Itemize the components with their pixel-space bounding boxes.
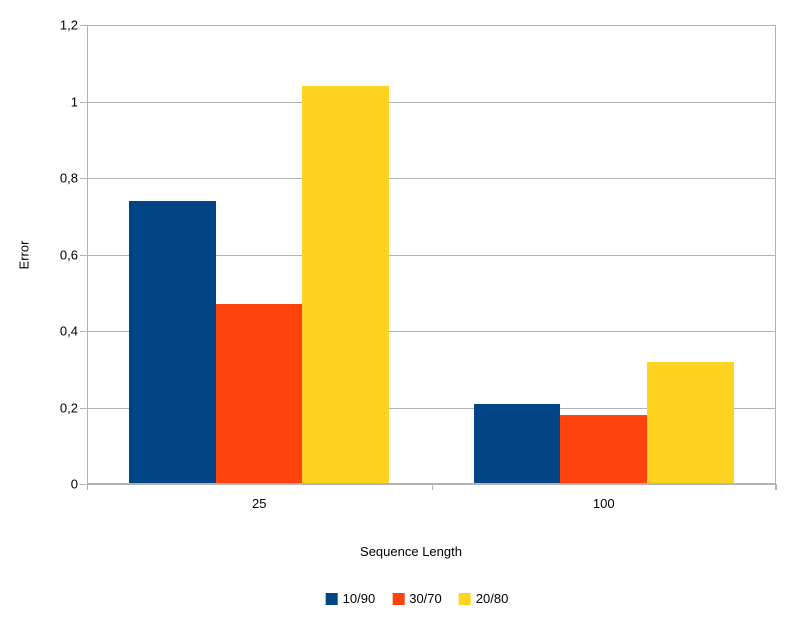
y-tick-mark: [80, 407, 87, 409]
gridline: [87, 254, 776, 256]
y-tick-mark: [80, 331, 87, 332]
x-tick-mark: [432, 484, 433, 490]
bar-30-70-100: [560, 415, 647, 484]
bar-10-90-25: [129, 200, 216, 484]
bar-20-80-25: [302, 86, 390, 484]
legend-label: 20/80: [475, 591, 509, 606]
legend-swatch-30-70: [392, 593, 405, 605]
y-tick-label: 0,8: [59, 170, 78, 186]
gridline: [87, 178, 776, 179]
y-tick-label: 0,2: [59, 400, 78, 415]
gridline: [87, 407, 776, 409]
plot-right-border: [775, 25, 776, 490]
bar-30-70-25: [215, 304, 303, 484]
y-tick-label: 1: [70, 94, 78, 109]
x-tick-mark: [776, 484, 777, 490]
x-axis-title: Sequence Length: [360, 544, 462, 559]
legend-swatch-20-80: [458, 593, 471, 605]
legend-item-10-90: 10/90: [325, 591, 376, 606]
y-tick-mark: [80, 484, 87, 485]
y-tick-mark: [80, 101, 87, 103]
legend-label: 10/90: [342, 591, 376, 606]
y-axis-line: [87, 25, 88, 490]
legend-item-30-70: 30/70: [392, 592, 442, 606]
x-tick-label: 100: [592, 496, 615, 511]
y-tick-mark: [80, 254, 87, 256]
y-tick-label: 0,4: [59, 323, 78, 339]
legend: 10/90 30/70 20/80: [325, 591, 509, 606]
gridline: [87, 25, 776, 26]
y-tick-label: 0,6: [59, 247, 78, 262]
y-axis-title: Error: [16, 240, 32, 270]
legend-item-20-80: 20/80: [458, 591, 509, 606]
x-tick-mark: [87, 484, 88, 490]
gridline: [87, 331, 776, 332]
x-axis-line: [87, 483, 776, 485]
bar-10-90-100: [473, 403, 561, 484]
y-tick-mark: [80, 25, 87, 26]
bar-20-80-100: [646, 361, 734, 484]
legend-label: 30/70: [409, 591, 442, 606]
x-tick-label: 25: [252, 496, 267, 511]
y-tick-label: 0: [70, 476, 78, 492]
legend-swatch-10-90: [325, 593, 338, 605]
y-tick-label: 1,2: [59, 17, 78, 33]
y-tick-mark: [80, 178, 87, 179]
gridline: [87, 101, 776, 103]
plot-area: [87, 25, 776, 484]
